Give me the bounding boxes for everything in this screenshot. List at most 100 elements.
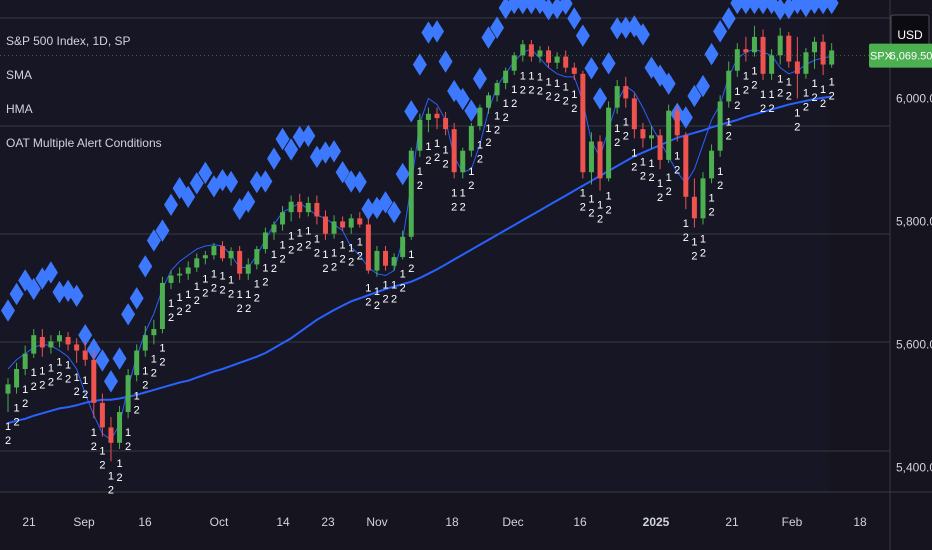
signal-label-2: 2 xyxy=(288,244,294,256)
signal-label-2: 2 xyxy=(14,417,20,429)
signal-label-2: 2 xyxy=(751,80,757,92)
diamond-marker xyxy=(490,16,505,39)
candle-body xyxy=(485,95,491,108)
candle-body xyxy=(683,135,689,197)
signal-label-1: 1 xyxy=(468,166,474,178)
signal-label-2: 2 xyxy=(56,370,62,382)
signal-label-2: 2 xyxy=(340,254,346,266)
candle-body xyxy=(383,250,389,266)
candle-body xyxy=(477,107,483,127)
diamond-marker xyxy=(146,229,161,252)
signal-label-2: 2 xyxy=(237,303,243,315)
signal-label-1: 1 xyxy=(460,187,466,199)
signal-label-1: 1 xyxy=(31,367,37,379)
legend-sma[interactable]: SMA xyxy=(6,68,33,82)
plot-area xyxy=(0,0,828,492)
signal-label-2: 2 xyxy=(503,112,509,124)
candle-body xyxy=(640,129,646,139)
signal-label-2: 2 xyxy=(194,295,200,307)
diamond-marker xyxy=(464,99,479,122)
signal-label-2: 2 xyxy=(494,124,500,136)
signal-label-2: 2 xyxy=(769,103,775,115)
signal-label-1: 1 xyxy=(202,273,208,285)
signal-label-2: 2 xyxy=(262,276,268,288)
signal-label-2: 2 xyxy=(142,380,148,392)
signal-label-2: 2 xyxy=(82,389,88,401)
sma-line xyxy=(7,95,832,425)
legend-hma[interactable]: HMA xyxy=(6,102,33,116)
diamond-marker xyxy=(653,64,668,87)
candle-body xyxy=(374,250,380,271)
signal-label-2: 2 xyxy=(185,303,191,315)
signal-label-2: 2 xyxy=(829,91,835,103)
candle-body xyxy=(631,98,637,130)
signal-label-2: 2 xyxy=(537,86,543,98)
candle-body xyxy=(554,56,560,63)
candle-body xyxy=(82,350,88,360)
x-tick-label: 16 xyxy=(138,515,152,529)
diamond-marker xyxy=(713,20,728,43)
x-tick-label: 21 xyxy=(22,515,36,529)
signal-label-2: 2 xyxy=(151,367,157,379)
signal-label-2: 2 xyxy=(477,153,483,165)
legend-title[interactable]: S&P 500 Index, 1D, SP xyxy=(6,34,131,48)
signal-label-1: 1 xyxy=(614,123,620,135)
candle-body xyxy=(494,83,500,96)
signal-label-2: 2 xyxy=(271,263,277,275)
last-price-tag xyxy=(891,43,932,68)
candle-body xyxy=(717,101,723,151)
diamond-marker xyxy=(404,100,419,123)
diamond-marker xyxy=(627,15,642,38)
diamond-marker xyxy=(172,176,187,200)
signal-label-1: 1 xyxy=(631,147,637,159)
candle-body xyxy=(520,44,526,56)
candle-body xyxy=(245,264,251,274)
candle-body xyxy=(674,110,680,136)
signal-label-2: 2 xyxy=(794,121,800,133)
candle-body xyxy=(194,258,200,268)
signal-label-2: 2 xyxy=(563,96,569,108)
diamond-marker xyxy=(575,24,590,47)
signal-label-1: 1 xyxy=(271,249,277,261)
diamond-marker xyxy=(421,21,436,44)
candle-body xyxy=(168,275,174,283)
candle-body xyxy=(443,118,449,130)
signal-label-1: 1 xyxy=(177,292,183,304)
candle-body xyxy=(31,335,37,354)
signal-label-2: 2 xyxy=(365,297,371,309)
signal-label-2: 2 xyxy=(743,85,749,97)
signal-label-2: 2 xyxy=(159,356,165,368)
signal-label-2: 2 xyxy=(708,206,714,218)
diamond-marker xyxy=(678,106,693,129)
diamond-marker xyxy=(215,168,230,192)
currency-label: USD xyxy=(897,28,923,42)
signal-label-2: 2 xyxy=(125,441,131,453)
signal-label-1: 1 xyxy=(640,157,646,169)
candle-body xyxy=(5,384,11,394)
signal-label-1: 1 xyxy=(597,200,603,212)
x-tick-label: Sep xyxy=(73,515,95,529)
diamond-marker xyxy=(584,57,599,80)
candle-body xyxy=(142,335,148,351)
signal-label-1: 1 xyxy=(297,227,303,239)
candle-body xyxy=(700,178,706,219)
signal-label-1: 1 xyxy=(803,88,809,100)
signal-label-1: 1 xyxy=(245,289,251,301)
legend-alerts[interactable]: OAT Multiple Alert Conditions xyxy=(6,136,162,150)
signal-label-2: 2 xyxy=(31,381,37,393)
signal-label-1: 1 xyxy=(219,270,225,282)
candle-body xyxy=(537,50,543,57)
candle-body xyxy=(777,35,783,56)
candle-body xyxy=(503,70,509,84)
signal-label-1: 1 xyxy=(451,187,457,199)
signal-label-1: 1 xyxy=(91,427,97,439)
candle-body xyxy=(726,70,732,102)
x-tick-label: Feb xyxy=(782,515,803,529)
signal-label-1: 1 xyxy=(374,286,380,298)
diamond-marker xyxy=(43,261,58,284)
candle-body xyxy=(829,50,835,65)
candle-body xyxy=(649,135,654,139)
diamond-marker xyxy=(284,138,299,161)
